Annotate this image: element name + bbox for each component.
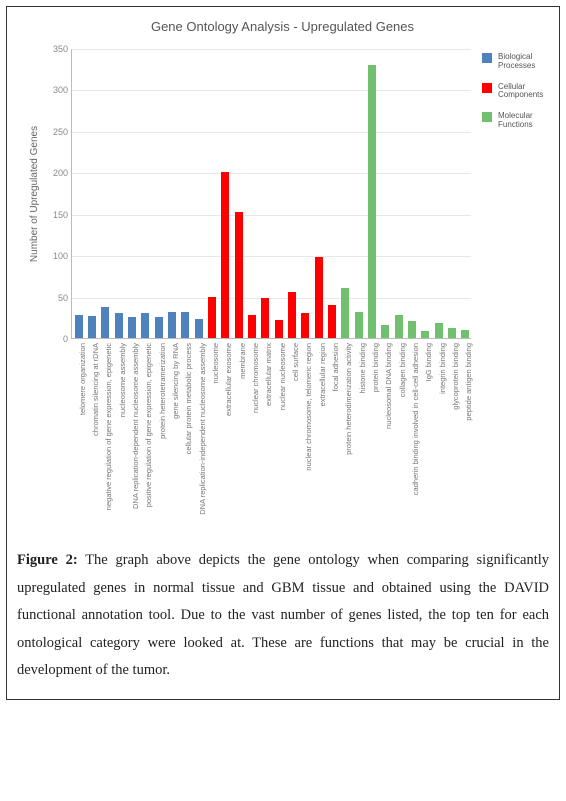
- x-tick-label: glycoprotein binding: [451, 343, 460, 533]
- chart-container: Gene Ontology Analysis - Upregulated Gen…: [15, 19, 550, 539]
- y-tick-label: 50: [44, 293, 68, 303]
- x-tick-label: cell surface: [291, 343, 300, 533]
- legend-label: Cellular Components: [498, 83, 546, 101]
- x-tick-label: DNA replication-dependent nucleosome ass…: [131, 343, 140, 533]
- legend: Biological Processes Cellular Components M…: [482, 53, 546, 142]
- bar: [235, 212, 243, 338]
- bar: [181, 312, 189, 339]
- bar: [381, 325, 389, 338]
- legend-swatch: [482, 112, 492, 122]
- x-tick-label: positive regulation of gene expression, …: [144, 343, 153, 533]
- bar: [128, 317, 136, 338]
- bar: [301, 313, 309, 338]
- x-tick-label: protein heterodimerization activity: [344, 343, 353, 533]
- bar: [421, 331, 429, 338]
- bar: [448, 328, 456, 338]
- bar: [315, 257, 323, 338]
- chart-title: Gene Ontology Analysis - Upregulated Gen…: [15, 19, 550, 34]
- bar: [355, 312, 363, 339]
- legend-item: Molecular Functions: [482, 112, 546, 130]
- x-tick-label: nuclear chromosome, telomeric region: [304, 343, 313, 533]
- x-tick-label: protein binding: [371, 343, 380, 533]
- bar: [248, 315, 256, 338]
- grid-line: [72, 256, 471, 257]
- grid-line: [72, 173, 471, 174]
- y-tick-label: 0: [44, 334, 68, 344]
- legend-item: Biological Processes: [482, 53, 546, 71]
- x-tick-label: histone binding: [358, 343, 367, 533]
- y-tick-label: 350: [44, 44, 68, 54]
- plot-area: 050100150200250300350: [71, 49, 471, 339]
- legend-item: Cellular Components: [482, 83, 546, 101]
- bar: [115, 313, 123, 338]
- caption-label: Figure 2:: [17, 552, 78, 568]
- x-tick-label: extracellular region: [318, 343, 327, 533]
- legend-label: Biological Processes: [498, 53, 546, 71]
- bar: [88, 316, 96, 338]
- figure-frame: Gene Ontology Analysis - Upregulated Gen…: [6, 6, 560, 700]
- y-tick-label: 300: [44, 85, 68, 95]
- y-tick-label: 150: [44, 210, 68, 220]
- x-tick-label: nucleosomal DNA binding: [384, 343, 393, 533]
- x-tick-label: cellular protein metabolic process: [184, 343, 193, 533]
- bar: [208, 297, 216, 338]
- legend-swatch: [482, 83, 492, 93]
- bar: [141, 313, 149, 338]
- bar: [288, 292, 296, 338]
- x-tick-label: telomere organization: [78, 343, 87, 533]
- legend-label: Molecular Functions: [498, 112, 546, 130]
- x-tick-label: IgG binding: [424, 343, 433, 533]
- x-tick-label: membrane: [238, 343, 247, 533]
- x-tick-label: cadherin binding involved in cell-cell a…: [411, 343, 420, 533]
- bar: [75, 315, 83, 338]
- x-tick-label: negative regulation of gene expression, …: [104, 343, 113, 533]
- bar: [155, 317, 163, 338]
- x-tick-label: nuclear chromosome: [251, 343, 260, 533]
- x-tick-label: nucleosome assembly: [118, 343, 127, 533]
- y-tick-label: 200: [44, 168, 68, 178]
- x-tick-label: collagen binding: [398, 343, 407, 533]
- x-tick-label: focal adhesion: [331, 343, 340, 533]
- bar: [261, 298, 269, 338]
- grid-line: [72, 49, 471, 50]
- x-tick-label: extracellular exosome: [224, 343, 233, 533]
- grid-line: [72, 215, 471, 216]
- x-tick-label: nuclear nucleosome: [278, 343, 287, 533]
- bar: [341, 288, 349, 338]
- bar: [461, 330, 469, 338]
- bar: [221, 172, 229, 338]
- x-tick-label: nucleosome: [211, 343, 220, 533]
- bar: [275, 320, 283, 338]
- bar: [328, 305, 336, 338]
- bar: [395, 315, 403, 338]
- y-axis-label: Number of Upregulated Genes: [29, 126, 40, 262]
- legend-swatch: [482, 53, 492, 63]
- figure-caption: Figure 2: The graph above depicts the ge…: [15, 547, 551, 685]
- x-tick-label: protein heterotetramerization: [158, 343, 167, 533]
- x-tick-label: chromatin silencing at rDNA: [91, 343, 100, 533]
- bar: [195, 319, 203, 338]
- grid-line: [72, 90, 471, 91]
- bar: [101, 307, 109, 338]
- x-tick-label: gene silencing by RNA: [171, 343, 180, 533]
- grid-line: [72, 132, 471, 133]
- x-tick-label: integrin binding: [438, 343, 447, 533]
- bar: [435, 323, 443, 338]
- caption-text: The graph above depicts the gene ontolog…: [17, 552, 549, 678]
- bar: [168, 312, 176, 339]
- grid-line: [72, 298, 471, 299]
- x-tick-label: extracellular matrix: [264, 343, 273, 533]
- y-tick-label: 100: [44, 251, 68, 261]
- x-tick-label: peptide antigen binding: [464, 343, 473, 533]
- bar: [408, 321, 416, 338]
- x-tick-label: DNA replication-independent nucleosome a…: [198, 343, 207, 533]
- bar: [368, 65, 376, 338]
- y-tick-label: 250: [44, 127, 68, 137]
